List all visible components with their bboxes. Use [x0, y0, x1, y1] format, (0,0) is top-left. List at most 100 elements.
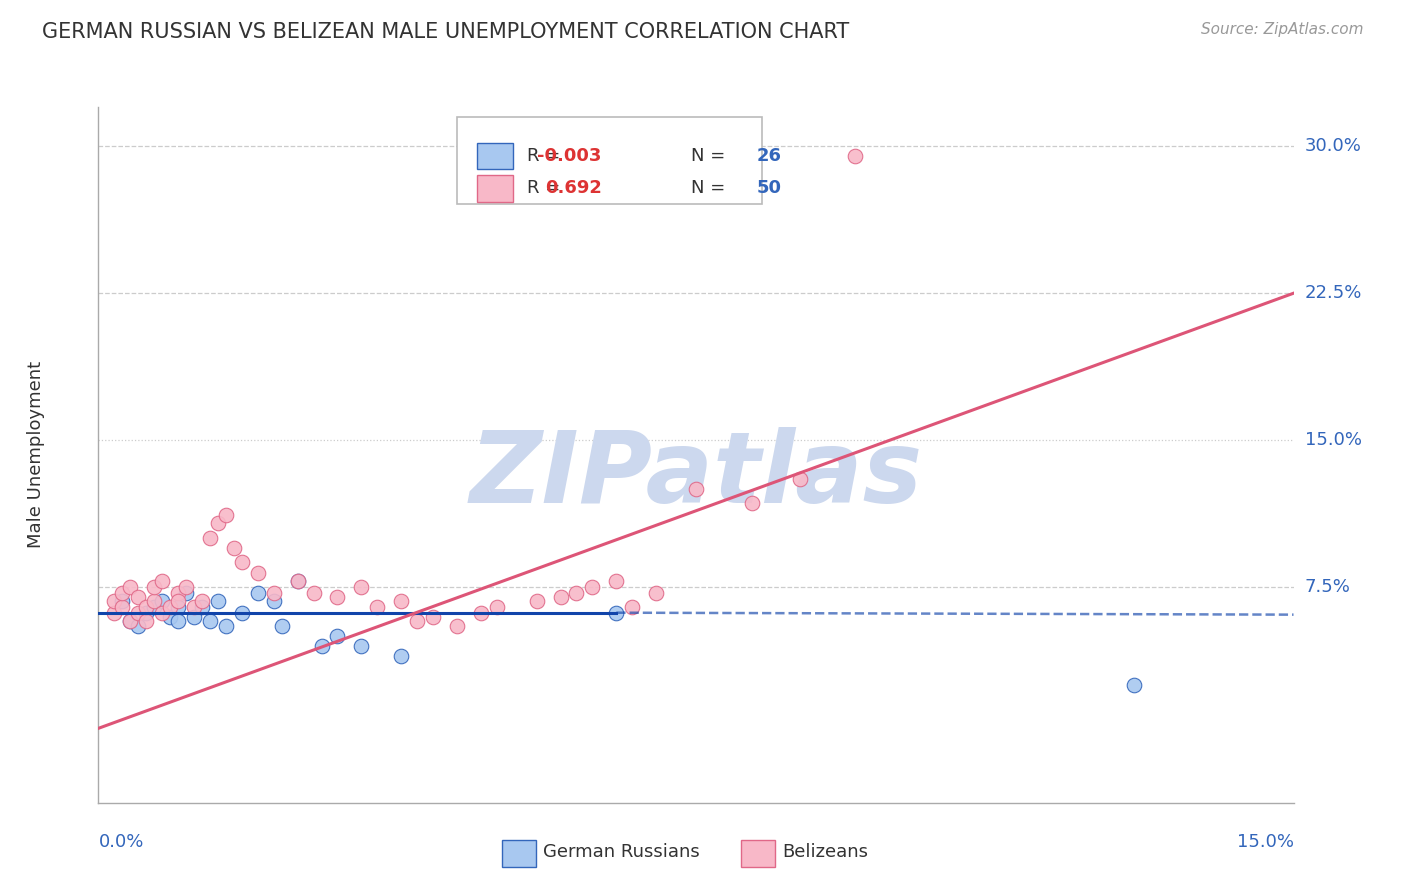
- Text: N =: N =: [692, 147, 725, 165]
- Point: [135, 606, 157, 620]
- Point: [389, 594, 412, 608]
- Point: [326, 629, 349, 643]
- Text: Male Unemployment: Male Unemployment: [27, 361, 45, 549]
- Text: 15.0%: 15.0%: [1305, 431, 1361, 450]
- Text: 15.0%: 15.0%: [1236, 833, 1294, 851]
- Text: R =: R =: [527, 147, 561, 165]
- Point: [485, 599, 508, 614]
- Point: [191, 599, 214, 614]
- Text: 30.0%: 30.0%: [1305, 137, 1361, 155]
- Text: 0.0%: 0.0%: [98, 833, 143, 851]
- Bar: [741, 840, 775, 867]
- Point: [550, 590, 572, 604]
- Point: [350, 639, 373, 653]
- Text: 22.5%: 22.5%: [1305, 285, 1362, 302]
- Point: [159, 609, 181, 624]
- Point: [470, 606, 492, 620]
- Point: [127, 590, 149, 604]
- Point: [270, 619, 292, 633]
- FancyBboxPatch shape: [457, 118, 762, 204]
- Point: [350, 580, 373, 594]
- Point: [215, 619, 238, 633]
- Point: [143, 599, 166, 614]
- Point: [191, 594, 214, 608]
- Point: [685, 482, 707, 496]
- Point: [263, 586, 285, 600]
- Point: [246, 566, 269, 581]
- Point: [311, 639, 333, 653]
- Text: 0.692: 0.692: [544, 179, 602, 197]
- Point: [215, 508, 238, 522]
- Point: [183, 599, 205, 614]
- Point: [120, 614, 142, 628]
- Point: [605, 574, 627, 589]
- Point: [183, 609, 205, 624]
- Point: [565, 586, 588, 600]
- Text: GERMAN RUSSIAN VS BELIZEAN MALE UNEMPLOYMENT CORRELATION CHART: GERMAN RUSSIAN VS BELIZEAN MALE UNEMPLOY…: [42, 22, 849, 42]
- Point: [231, 606, 253, 620]
- Point: [207, 594, 229, 608]
- Point: [159, 599, 181, 614]
- Point: [150, 594, 173, 608]
- Point: [222, 541, 245, 555]
- Point: [167, 594, 190, 608]
- Point: [231, 555, 253, 569]
- Text: Belizeans: Belizeans: [782, 843, 868, 861]
- Point: [120, 580, 142, 594]
- Point: [150, 574, 173, 589]
- Point: [127, 619, 149, 633]
- Text: -0.003: -0.003: [537, 147, 602, 165]
- Point: [645, 586, 668, 600]
- Point: [581, 580, 603, 594]
- Point: [446, 619, 468, 633]
- Point: [103, 594, 125, 608]
- Point: [526, 594, 548, 608]
- Point: [135, 614, 157, 628]
- Point: [198, 531, 221, 545]
- Point: [111, 594, 134, 608]
- Point: [150, 606, 173, 620]
- Point: [120, 614, 142, 628]
- Point: [326, 590, 349, 604]
- Text: 7.5%: 7.5%: [1305, 578, 1351, 596]
- Point: [621, 599, 644, 614]
- Text: N =: N =: [692, 179, 725, 197]
- Text: R =: R =: [527, 179, 561, 197]
- Point: [167, 614, 190, 628]
- Point: [246, 586, 269, 600]
- Point: [143, 594, 166, 608]
- Point: [174, 580, 197, 594]
- Text: Source: ZipAtlas.com: Source: ZipAtlas.com: [1201, 22, 1364, 37]
- Point: [422, 609, 444, 624]
- Point: [789, 472, 811, 486]
- Point: [127, 606, 149, 620]
- Point: [143, 580, 166, 594]
- Point: [287, 574, 309, 589]
- Point: [111, 586, 134, 600]
- Point: [366, 599, 388, 614]
- Point: [167, 586, 190, 600]
- Text: ZIPatlas: ZIPatlas: [470, 427, 922, 524]
- Point: [605, 606, 627, 620]
- Point: [207, 516, 229, 530]
- Point: [103, 606, 125, 620]
- Text: German Russians: German Russians: [543, 843, 700, 861]
- Point: [302, 586, 325, 600]
- Text: 26: 26: [756, 147, 782, 165]
- Point: [174, 586, 197, 600]
- Bar: [502, 840, 536, 867]
- Point: [263, 594, 285, 608]
- Point: [741, 496, 763, 510]
- Point: [198, 614, 221, 628]
- Text: 50: 50: [756, 179, 782, 197]
- Bar: [477, 143, 513, 169]
- Point: [1123, 678, 1146, 692]
- Point: [135, 599, 157, 614]
- Point: [844, 149, 866, 163]
- Bar: [477, 175, 513, 202]
- Point: [167, 599, 190, 614]
- Point: [406, 614, 429, 628]
- Point: [287, 574, 309, 589]
- Point: [111, 599, 134, 614]
- Point: [389, 648, 412, 663]
